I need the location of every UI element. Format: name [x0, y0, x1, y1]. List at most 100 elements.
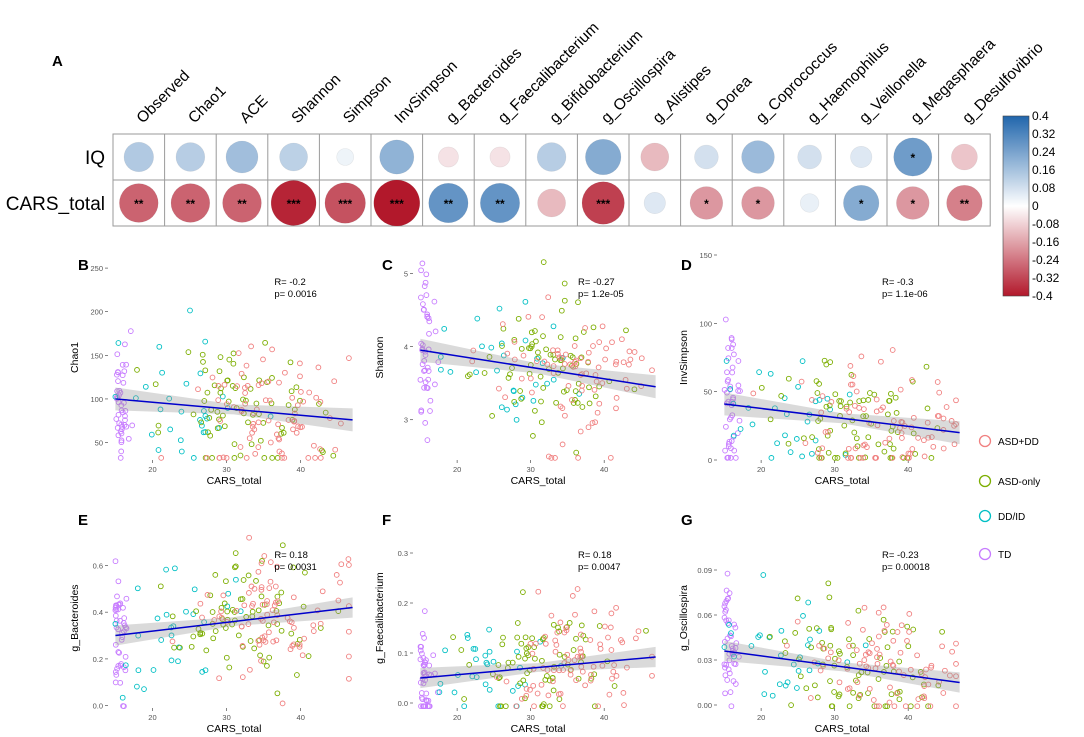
- data-point: [204, 415, 210, 422]
- data-point: [855, 695, 862, 702]
- data-point: [112, 669, 119, 675]
- data-point: [806, 667, 813, 674]
- data-point: [486, 686, 493, 693]
- data-point: [249, 608, 256, 615]
- data-point: [577, 428, 584, 435]
- data-point: [420, 301, 426, 307]
- data-point: [191, 586, 198, 593]
- data-point: [514, 648, 520, 655]
- data-point: [337, 579, 343, 586]
- data-point: [507, 371, 513, 378]
- data-point: [936, 389, 943, 396]
- data-point: [220, 412, 226, 419]
- data-point: [121, 368, 128, 375]
- y-tick-label: 0.2: [93, 655, 103, 664]
- data-point: [819, 393, 826, 399]
- heatmap-circle-1-8: [537, 188, 566, 218]
- data-point: [591, 671, 598, 678]
- data-point: [827, 649, 834, 656]
- data-point: [897, 386, 904, 393]
- data-point: [345, 556, 352, 562]
- data-point: [418, 703, 424, 710]
- data-point: [230, 350, 237, 357]
- data-point: [724, 455, 731, 461]
- data-point: [723, 358, 730, 364]
- data-point: [154, 615, 161, 622]
- data-point: [734, 430, 741, 436]
- data-point: [437, 680, 444, 687]
- data-point: [255, 637, 262, 644]
- data-point: [511, 398, 518, 405]
- data-point: [785, 375, 792, 382]
- data-point: [115, 663, 122, 669]
- data-point: [197, 631, 204, 638]
- data-point: [562, 412, 568, 419]
- heatmap-circle-1-14: [843, 184, 880, 222]
- data-point: [486, 354, 493, 360]
- data-point: [466, 371, 473, 378]
- data-point: [570, 647, 577, 653]
- data-point: [572, 335, 579, 342]
- data-point: [921, 695, 928, 702]
- data-point: [721, 603, 728, 610]
- data-point: [559, 441, 566, 448]
- data-point: [883, 622, 890, 628]
- data-point: [769, 692, 776, 699]
- data-point: [846, 409, 853, 415]
- data-point: [538, 398, 544, 405]
- data-point: [178, 408, 185, 415]
- data-point: [500, 325, 507, 332]
- data-point: [423, 690, 430, 697]
- data-point: [156, 343, 163, 350]
- data-point: [550, 687, 557, 694]
- data-point: [538, 681, 545, 688]
- data-point: [538, 419, 545, 426]
- x-tick-label: 30: [222, 713, 230, 722]
- data-point: [809, 450, 815, 457]
- data-point: [267, 559, 274, 565]
- data-point: [257, 437, 264, 444]
- data-point: [609, 675, 615, 682]
- y-tick-label: 0.00: [697, 701, 712, 710]
- data-point: [290, 426, 296, 433]
- data-point: [795, 383, 801, 390]
- data-point: [195, 386, 201, 393]
- data-point: [432, 328, 439, 335]
- data-point: [607, 624, 614, 631]
- data-point: [115, 340, 122, 346]
- data-point: [458, 647, 465, 653]
- data-point: [141, 686, 147, 692]
- data-point: [735, 358, 742, 364]
- data-point: [930, 443, 937, 450]
- data-point: [928, 455, 935, 461]
- data-point: [550, 621, 557, 628]
- data-point: [552, 637, 559, 644]
- data-point: [914, 703, 921, 710]
- data-point: [258, 584, 265, 590]
- data-point: [887, 441, 893, 447]
- data-point: [511, 339, 518, 345]
- data-point: [875, 676, 882, 682]
- data-point: [873, 396, 880, 403]
- data-point: [447, 369, 454, 375]
- data-point: [313, 394, 320, 401]
- data-point: [894, 629, 901, 635]
- data-point: [586, 384, 592, 391]
- x-tick-label: 30: [526, 465, 534, 474]
- data-point: [567, 667, 574, 674]
- data-point: [183, 380, 190, 387]
- data-point: [249, 603, 255, 609]
- data-point: [274, 455, 281, 461]
- data-point: [860, 455, 867, 461]
- data-point: [526, 345, 532, 351]
- x-tick-label: 40: [600, 465, 608, 474]
- data-point: [731, 653, 737, 660]
- data-point: [778, 627, 785, 634]
- data-point: [112, 620, 119, 627]
- x-tick-label: 40: [600, 713, 608, 722]
- data-point: [432, 670, 438, 677]
- data-point: [123, 361, 129, 368]
- data-point: [294, 672, 300, 678]
